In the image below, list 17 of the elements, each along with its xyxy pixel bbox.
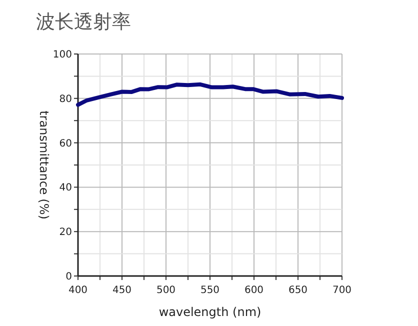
x-axis-title: wavelength (nm) <box>158 305 262 319</box>
x-tick-label: 500 <box>156 285 176 296</box>
x-tick-label: 700 <box>332 285 352 296</box>
x-tick-label: 600 <box>244 285 264 296</box>
x-tick-label: 550 <box>200 285 220 296</box>
y-tick-label: 100 <box>52 50 72 60</box>
y-tick-label: 0 <box>66 272 72 282</box>
y-tick-label: 40 <box>59 182 72 194</box>
x-tick-label: 450 <box>112 285 132 296</box>
x-tick-label: 650 <box>288 285 308 296</box>
y-tick-label: 60 <box>59 138 72 150</box>
x-tick-label: 400 <box>68 285 88 296</box>
chart-title: 波长透射率 <box>36 11 131 33</box>
line-series <box>76 82 344 107</box>
y-tick-label: 20 <box>59 227 72 238</box>
y-tick-label: 80 <box>59 94 72 105</box>
y-axis-title: transmittance (%) <box>37 110 51 220</box>
